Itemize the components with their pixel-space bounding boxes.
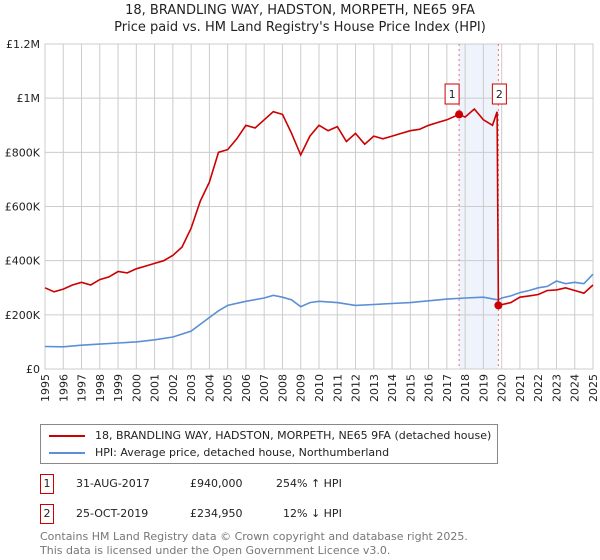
x-tick-label: 2017 <box>441 374 454 402</box>
sale-date: 25-OCT-2019 <box>76 507 149 520</box>
x-tick-label: 1996 <box>57 374 70 402</box>
hpi-change: 12% ↓ HPI <box>283 507 342 520</box>
x-tick-label: 2010 <box>313 374 326 402</box>
x-tick-label: 2011 <box>331 374 344 402</box>
sale-price: £940,000 <box>190 477 243 490</box>
legend-item-property: 18, BRANDLING WAY, HADSTON, MORPETH, NE6… <box>49 429 491 443</box>
chart-title: 18, BRANDLING WAY, HADSTON, MORPETH, NE6… <box>125 3 475 18</box>
x-tick-label: 2015 <box>404 374 417 402</box>
chart-subtitle: Price paid vs. HM Land Registry's House … <box>114 20 486 35</box>
x-tick-label: 1998 <box>94 374 107 402</box>
sale-label-box <box>491 83 507 105</box>
x-tick-label: 2022 <box>532 374 545 402</box>
y-tick-label: £800K <box>5 146 41 159</box>
table-row: 2 25-OCT-2019 £234,950 12% ↓ HPI <box>40 504 460 524</box>
x-tick-label: 2001 <box>149 374 162 402</box>
y-tick-label: £0 <box>26 363 40 376</box>
x-tick-label: 2023 <box>550 374 563 402</box>
legend-item-hpi: HPI: Average price, detached house, Nort… <box>49 446 389 460</box>
sale-date: 31-AUG-2017 <box>76 477 150 490</box>
x-tick-label: 2020 <box>496 374 509 402</box>
x-tick-label: 2000 <box>130 374 143 402</box>
x-tick-label: 2016 <box>423 374 436 402</box>
y-tick-label: £200K <box>5 309 41 322</box>
hpi-change: 254% ↑ HPI <box>276 477 342 490</box>
x-tick-label: 2024 <box>569 374 582 402</box>
sale-point <box>455 110 464 119</box>
x-tick-label: 2013 <box>368 374 381 402</box>
sale-label: 2 <box>496 88 503 101</box>
y-tick-label: £1M <box>17 92 41 105</box>
x-tick-label: 2019 <box>477 374 490 402</box>
x-tick-label: 2002 <box>167 374 180 402</box>
legend-label: 18, BRANDLING WAY, HADSTON, MORPETH, NE6… <box>95 429 492 442</box>
table-row: 1 31-AUG-2017 £940,000 254% ↑ HPI <box>40 474 460 494</box>
x-tick-label: 1997 <box>76 374 89 402</box>
x-tick-label: 2009 <box>295 374 308 402</box>
series-line <box>44 273 594 348</box>
footer-licence: This data is licensed under the Open Gov… <box>40 544 391 557</box>
footer-copyright: Contains HM Land Registry data © Crown c… <box>40 530 468 543</box>
sale-number-badge: 2 <box>40 504 54 524</box>
sale-label: 1 <box>449 88 456 101</box>
x-tick-label: 2006 <box>240 374 253 402</box>
x-tick-label: 2018 <box>459 374 472 402</box>
x-tick-label: 1995 <box>39 374 52 402</box>
sale-number-badge: 1 <box>40 474 54 494</box>
x-tick-label: 2021 <box>514 374 527 402</box>
series-line <box>44 107 594 307</box>
legend: 18, BRANDLING WAY, HADSTON, MORPETH, NE6… <box>40 424 498 464</box>
x-tick-label: 1999 <box>112 374 125 402</box>
sale-price: £234,950 <box>190 507 243 520</box>
plot-frame <box>44 43 594 370</box>
sale-label-box <box>444 83 460 105</box>
sale-point <box>494 301 503 310</box>
blue-line-swatch <box>49 452 85 454</box>
x-tick-label: 2007 <box>258 374 271 402</box>
x-tick-label: 2014 <box>386 374 399 402</box>
x-tick-label: 2008 <box>276 374 289 402</box>
x-tick-label: 2025 <box>587 374 600 402</box>
y-tick-label: £1.2M <box>6 38 40 51</box>
x-tick-label: 2012 <box>350 374 363 402</box>
y-tick-label: £400K <box>5 255 41 268</box>
x-tick-label: 2005 <box>222 374 235 402</box>
legend-label: HPI: Average price, detached house, Nort… <box>95 446 390 459</box>
red-line-swatch <box>49 435 85 437</box>
price-chart: 1995 1996 1997 1998 1999 2000 2001 2002 2003 2004… <box>5 38 600 402</box>
y-tick-label: £600K <box>5 201 41 214</box>
x-tick-label: 2004 <box>203 374 216 402</box>
x-tick-label: 2003 <box>185 374 198 402</box>
